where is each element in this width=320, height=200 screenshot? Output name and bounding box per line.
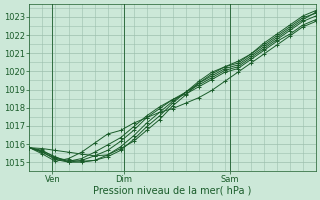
X-axis label: Pression niveau de la mer( hPa ): Pression niveau de la mer( hPa ) (93, 186, 252, 196)
